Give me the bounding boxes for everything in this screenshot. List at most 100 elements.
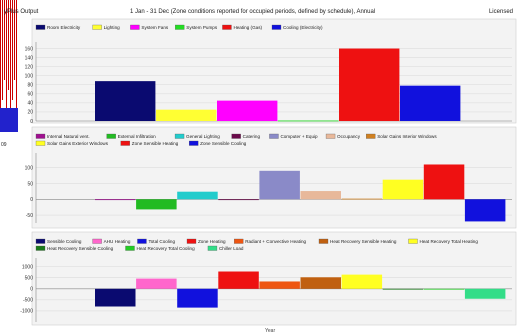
legend-label: Radiant + Convective Heating	[245, 239, 306, 244]
strip-line	[0, 0, 1, 120]
legend-label: Solar Gains Interior Windows	[377, 134, 437, 139]
strip-line	[16, 0, 17, 110]
legend-swatch	[408, 238, 418, 244]
bar-lighting	[156, 109, 217, 121]
strip-line	[10, 0, 11, 120]
zone-heat-balance-chart: Internal Natural vent. External Infiltrat…	[25, 126, 517, 229]
legend-label: Solar Gains Exterior Windows	[47, 141, 109, 146]
left-thumbnail-strip	[0, 0, 18, 132]
x-axis-label: Year	[265, 328, 276, 334]
legend-swatch	[188, 140, 199, 146]
panel-background	[31, 231, 517, 326]
legend-label: Occupancy	[337, 134, 361, 139]
legend-label: Chiller Load	[219, 246, 244, 251]
legend-swatch	[35, 24, 46, 30]
legend-swatch	[120, 140, 130, 146]
bar-chiller-load	[464, 288, 506, 299]
system-loads-chart: Sensible Cooling AHU Heating Total Cooling…	[20, 231, 517, 326]
legend-label: Sensible Cooling	[47, 239, 82, 244]
legend-swatch	[106, 133, 116, 139]
strip-line	[4, 0, 5, 80]
legend-label: Cooling (Electricity)	[283, 25, 323, 30]
bar-heating-gas-	[339, 48, 400, 121]
legend-swatch	[325, 133, 336, 139]
legend-swatch	[35, 238, 46, 244]
legend-swatch	[318, 238, 329, 244]
bar-zone-heating	[218, 271, 259, 289]
legend-label: Lighting	[104, 25, 121, 30]
legend-swatch	[35, 245, 46, 251]
legend-label: Internal Natural vent.	[47, 134, 90, 139]
legend-swatch	[174, 133, 185, 139]
y-tick-label: 100	[25, 165, 34, 171]
legend-label: Heat Recovery Sensible Cooling	[47, 246, 114, 251]
bar-sensible-cooling	[95, 288, 136, 307]
bar-heat-recovery-sensible-heating	[300, 277, 341, 289]
legend-swatch	[207, 245, 218, 251]
legend-swatch	[175, 24, 185, 30]
legend-swatch	[35, 140, 46, 146]
bar-solar-gains-exterior-windows	[382, 179, 424, 200]
legend-label: Zone Heating	[198, 239, 226, 244]
bar-system-pumps	[278, 120, 339, 122]
bar-computer-equip	[259, 170, 300, 200]
legend-label: Heat Recovery Total Heating	[420, 239, 479, 244]
strip-line	[2, 0, 3, 100]
bar-heat-recovery-total-cooling	[423, 288, 465, 290]
legend-label: General Lighting	[186, 134, 220, 139]
legend-swatch	[92, 238, 102, 244]
legend-swatch	[137, 238, 147, 244]
bar-solar-gains-interior-windows	[341, 198, 383, 200]
legend-swatch	[186, 238, 197, 244]
strip-line	[6, 0, 7, 110]
y-tick-label: 0	[30, 197, 33, 203]
bar-occupancy	[300, 191, 341, 200]
legend-swatch	[366, 133, 376, 139]
y-tick-label: 0	[30, 287, 33, 293]
legend-swatch	[130, 24, 140, 30]
y-tick-label: -50	[26, 213, 33, 219]
bar-radiant-convective-heating	[259, 281, 300, 289]
bar-ahu-heating	[136, 278, 177, 289]
y-tick-label: -500	[23, 298, 33, 304]
bar-catering	[218, 199, 259, 201]
bar-general-lighting	[177, 191, 218, 200]
legend-label: AHU Heating	[104, 239, 131, 244]
y-tick-label: 120	[25, 64, 34, 70]
legend-swatch	[269, 133, 279, 139]
legend-label: Zone Sensible Heating	[132, 141, 179, 146]
legend-label: Room Electricity	[47, 25, 81, 30]
legend-label: Heat Recovery Total Cooling	[137, 246, 196, 251]
y-tick-label: 20	[27, 110, 33, 116]
y-tick-label: 50	[27, 181, 33, 187]
bar-system-fans	[217, 100, 278, 121]
y-tick-label: 1000	[22, 264, 33, 270]
bar-room-electricity	[95, 81, 156, 121]
legend-swatch	[125, 245, 135, 251]
legend-label: Heat Recovery Sensible Heating	[330, 239, 397, 244]
y-tick-label: -1000	[20, 309, 33, 315]
legend-swatch	[234, 238, 244, 244]
strip-line	[14, 0, 15, 80]
bar-zone-sensible-heating	[423, 164, 465, 200]
y-tick-label: 500	[25, 276, 34, 282]
bar-heat-recovery-total-heating	[341, 274, 383, 289]
legend-swatch	[222, 24, 232, 30]
legend-label: Zone Sensible Cooling	[200, 141, 247, 146]
bar-total-cooling	[177, 288, 218, 308]
strip-block	[0, 108, 18, 132]
legend-label: Heating (Gas)	[233, 25, 262, 30]
legend-label: External Infiltration	[118, 134, 156, 139]
side-label: 09	[1, 142, 7, 148]
y-tick-label: 40	[27, 101, 33, 107]
app-title: yPlus Output	[4, 9, 39, 15]
y-tick-label: 160	[25, 46, 34, 52]
legend-swatch	[231, 133, 241, 139]
y-tick-label: 60	[27, 92, 33, 98]
y-tick-label: 140	[25, 55, 34, 61]
license-label: Licensed	[488, 9, 513, 15]
legend-swatch	[92, 24, 102, 30]
y-tick-label: 0	[30, 119, 33, 125]
bar-internal-natural-vent-	[95, 199, 136, 201]
strip-line	[8, 0, 9, 90]
